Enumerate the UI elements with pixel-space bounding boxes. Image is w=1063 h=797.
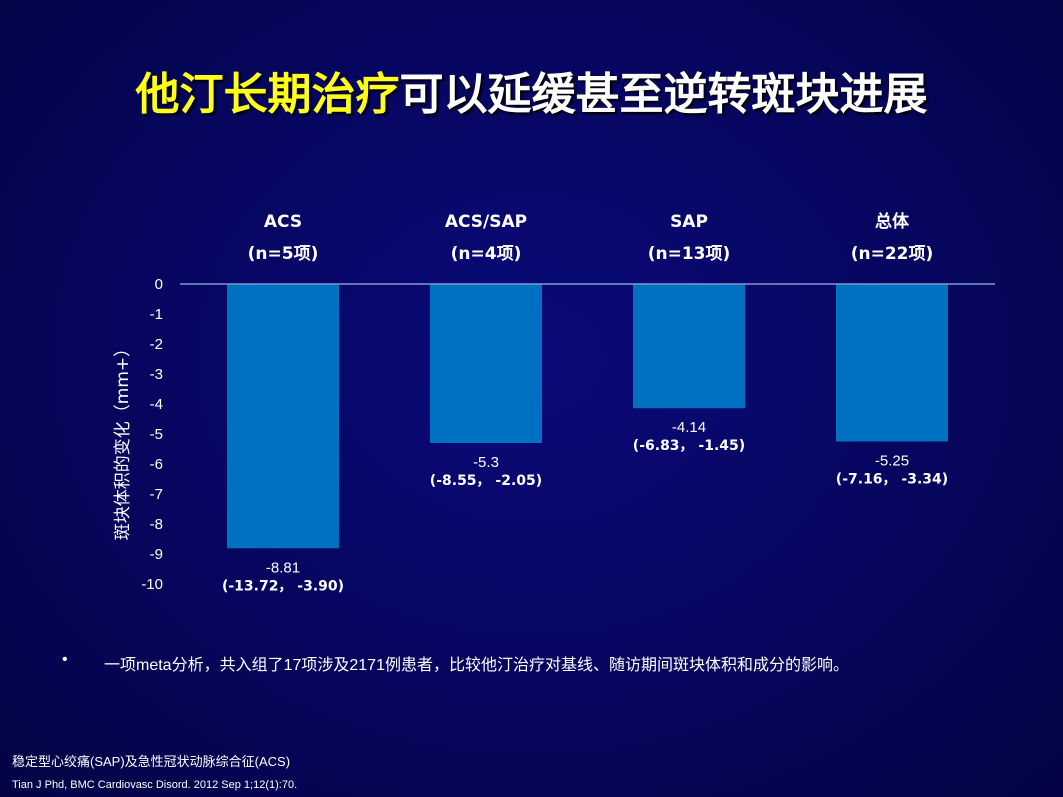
y-tick-label: -7	[150, 486, 163, 503]
bar	[633, 284, 745, 409]
bullet-text: 一项meta分析，共入组了17项涉及2171例患者，比较他汀治疗对基线、随访期间…	[104, 657, 849, 674]
ci-label: (-8.55， -2.05)	[430, 473, 542, 489]
category-n: (n=13项)	[648, 244, 731, 264]
category-n: (n=4项)	[451, 244, 522, 264]
y-tick-label: -8	[150, 516, 163, 533]
footnote-abbreviations: 稳定型心绞痛(SAP)及急性冠状动脉综合征(ACS)	[12, 754, 291, 769]
y-axis-label: 斑块体积的变化（mm+）	[113, 340, 133, 540]
y-tick-label: 0	[155, 276, 163, 293]
category-name: ACS/SAP	[445, 212, 527, 232]
category-n: (n=5项)	[248, 244, 319, 264]
bar	[836, 284, 948, 442]
category-n: (n=22项)	[851, 244, 934, 264]
bar-chart: 斑块体积的变化（mm+） 0 -1 -2 -3 -4 -5 -6 -7 -8 -9 -10 ACS (…	[113, 211, 995, 594]
bar	[430, 284, 542, 443]
ci-label: (-7.16， -3.34)	[836, 472, 948, 488]
y-tick-label: -2	[150, 336, 163, 353]
y-tick-label: -10	[141, 576, 163, 593]
value-label: -5.25	[875, 453, 909, 470]
y-ticks: 0 -1 -2 -3 -4 -5 -6 -7 -8 -9 -10	[141, 276, 163, 593]
value-label: -5.3	[473, 454, 499, 471]
category-name: ACS	[264, 212, 302, 232]
category-name: 总体	[875, 211, 910, 232]
ci-label: (-6.83， -1.45)	[633, 438, 745, 454]
y-tick-label: -6	[150, 456, 163, 473]
y-tick-label: -3	[150, 366, 163, 383]
title-highlight: 他汀长期治疗	[135, 69, 400, 120]
y-tick-label: -4	[150, 396, 163, 413]
bullet-marker: •	[62, 651, 68, 668]
ci-label: (-13.72， -3.90)	[222, 578, 344, 594]
title-rest: 可以延缓甚至逆转斑块进展	[399, 69, 928, 120]
y-tick-label: -1	[150, 306, 163, 323]
category-name: SAP	[670, 212, 708, 232]
value-labels: -8.81 (-13.72， -3.90) -5.3 (-8.55， -2.05) -4…	[222, 419, 948, 594]
y-tick-label: -9	[150, 546, 163, 563]
bars	[227, 284, 948, 549]
footnote-reference: Tian J Phd, BMC Cardiovasc Disord. 2012 …	[12, 779, 298, 791]
category-labels: ACS (n=5项) ACS/SAP (n=4项) SAP (n=13项) 总体 (n=22项…	[248, 211, 934, 264]
value-label: -4.14	[672, 419, 706, 436]
y-tick-label: -5	[150, 426, 163, 443]
bar	[227, 284, 339, 549]
value-label: -8.81	[266, 559, 300, 576]
slide-title: 他汀长期治疗可以延缓甚至逆转斑块进展	[0, 58, 1063, 122]
